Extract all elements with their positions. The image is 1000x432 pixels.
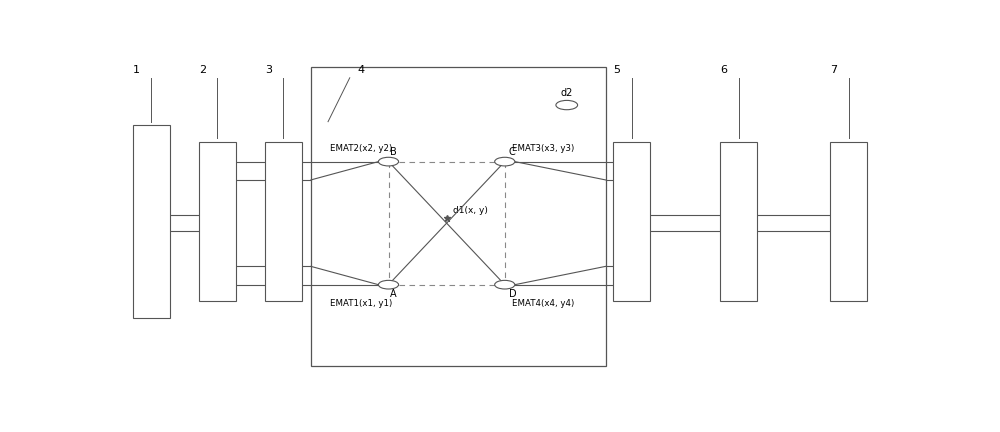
Text: D: D (509, 289, 516, 299)
Circle shape (378, 280, 399, 289)
Text: EMAT3(x3, y3): EMAT3(x3, y3) (512, 144, 575, 153)
Text: C: C (509, 147, 515, 157)
Circle shape (556, 100, 578, 110)
Text: 7: 7 (831, 65, 838, 75)
Text: 功率放大器: 功率放大器 (213, 209, 222, 234)
Bar (311, 67, 606, 366)
Text: 5: 5 (614, 65, 621, 75)
Circle shape (378, 157, 399, 166)
Circle shape (495, 157, 515, 166)
Text: 数据采集卡: 数据采集卡 (734, 210, 743, 233)
Text: 1: 1 (133, 65, 140, 75)
Text: 4: 4 (358, 65, 365, 75)
Text: 计算机: 计算机 (844, 214, 853, 229)
Bar (199, 142, 236, 302)
Text: EMAT4(x4, y4): EMAT4(x4, y4) (512, 299, 575, 308)
Circle shape (495, 280, 515, 289)
Text: 任意波形函数发生器: 任意波形函数发生器 (147, 200, 156, 243)
Text: EMAT1(x1, y1): EMAT1(x1, y1) (330, 299, 393, 308)
Bar (613, 142, 650, 302)
Text: 6: 6 (721, 65, 728, 75)
Bar (264, 142, 302, 302)
Text: 信号调理电路: 信号调理电路 (627, 207, 636, 236)
Text: d1(x, y): d1(x, y) (453, 206, 488, 216)
Text: EMAT2(x2, y2): EMAT2(x2, y2) (330, 144, 393, 153)
Text: A: A (390, 289, 397, 299)
Bar (830, 142, 867, 302)
Text: 2: 2 (199, 65, 206, 75)
Text: 3: 3 (265, 65, 272, 75)
Bar (133, 125, 170, 318)
Text: d2: d2 (561, 88, 573, 98)
Bar (720, 142, 757, 302)
Text: B: B (390, 147, 397, 157)
Text: 功率放大器: 功率放大器 (279, 209, 288, 234)
